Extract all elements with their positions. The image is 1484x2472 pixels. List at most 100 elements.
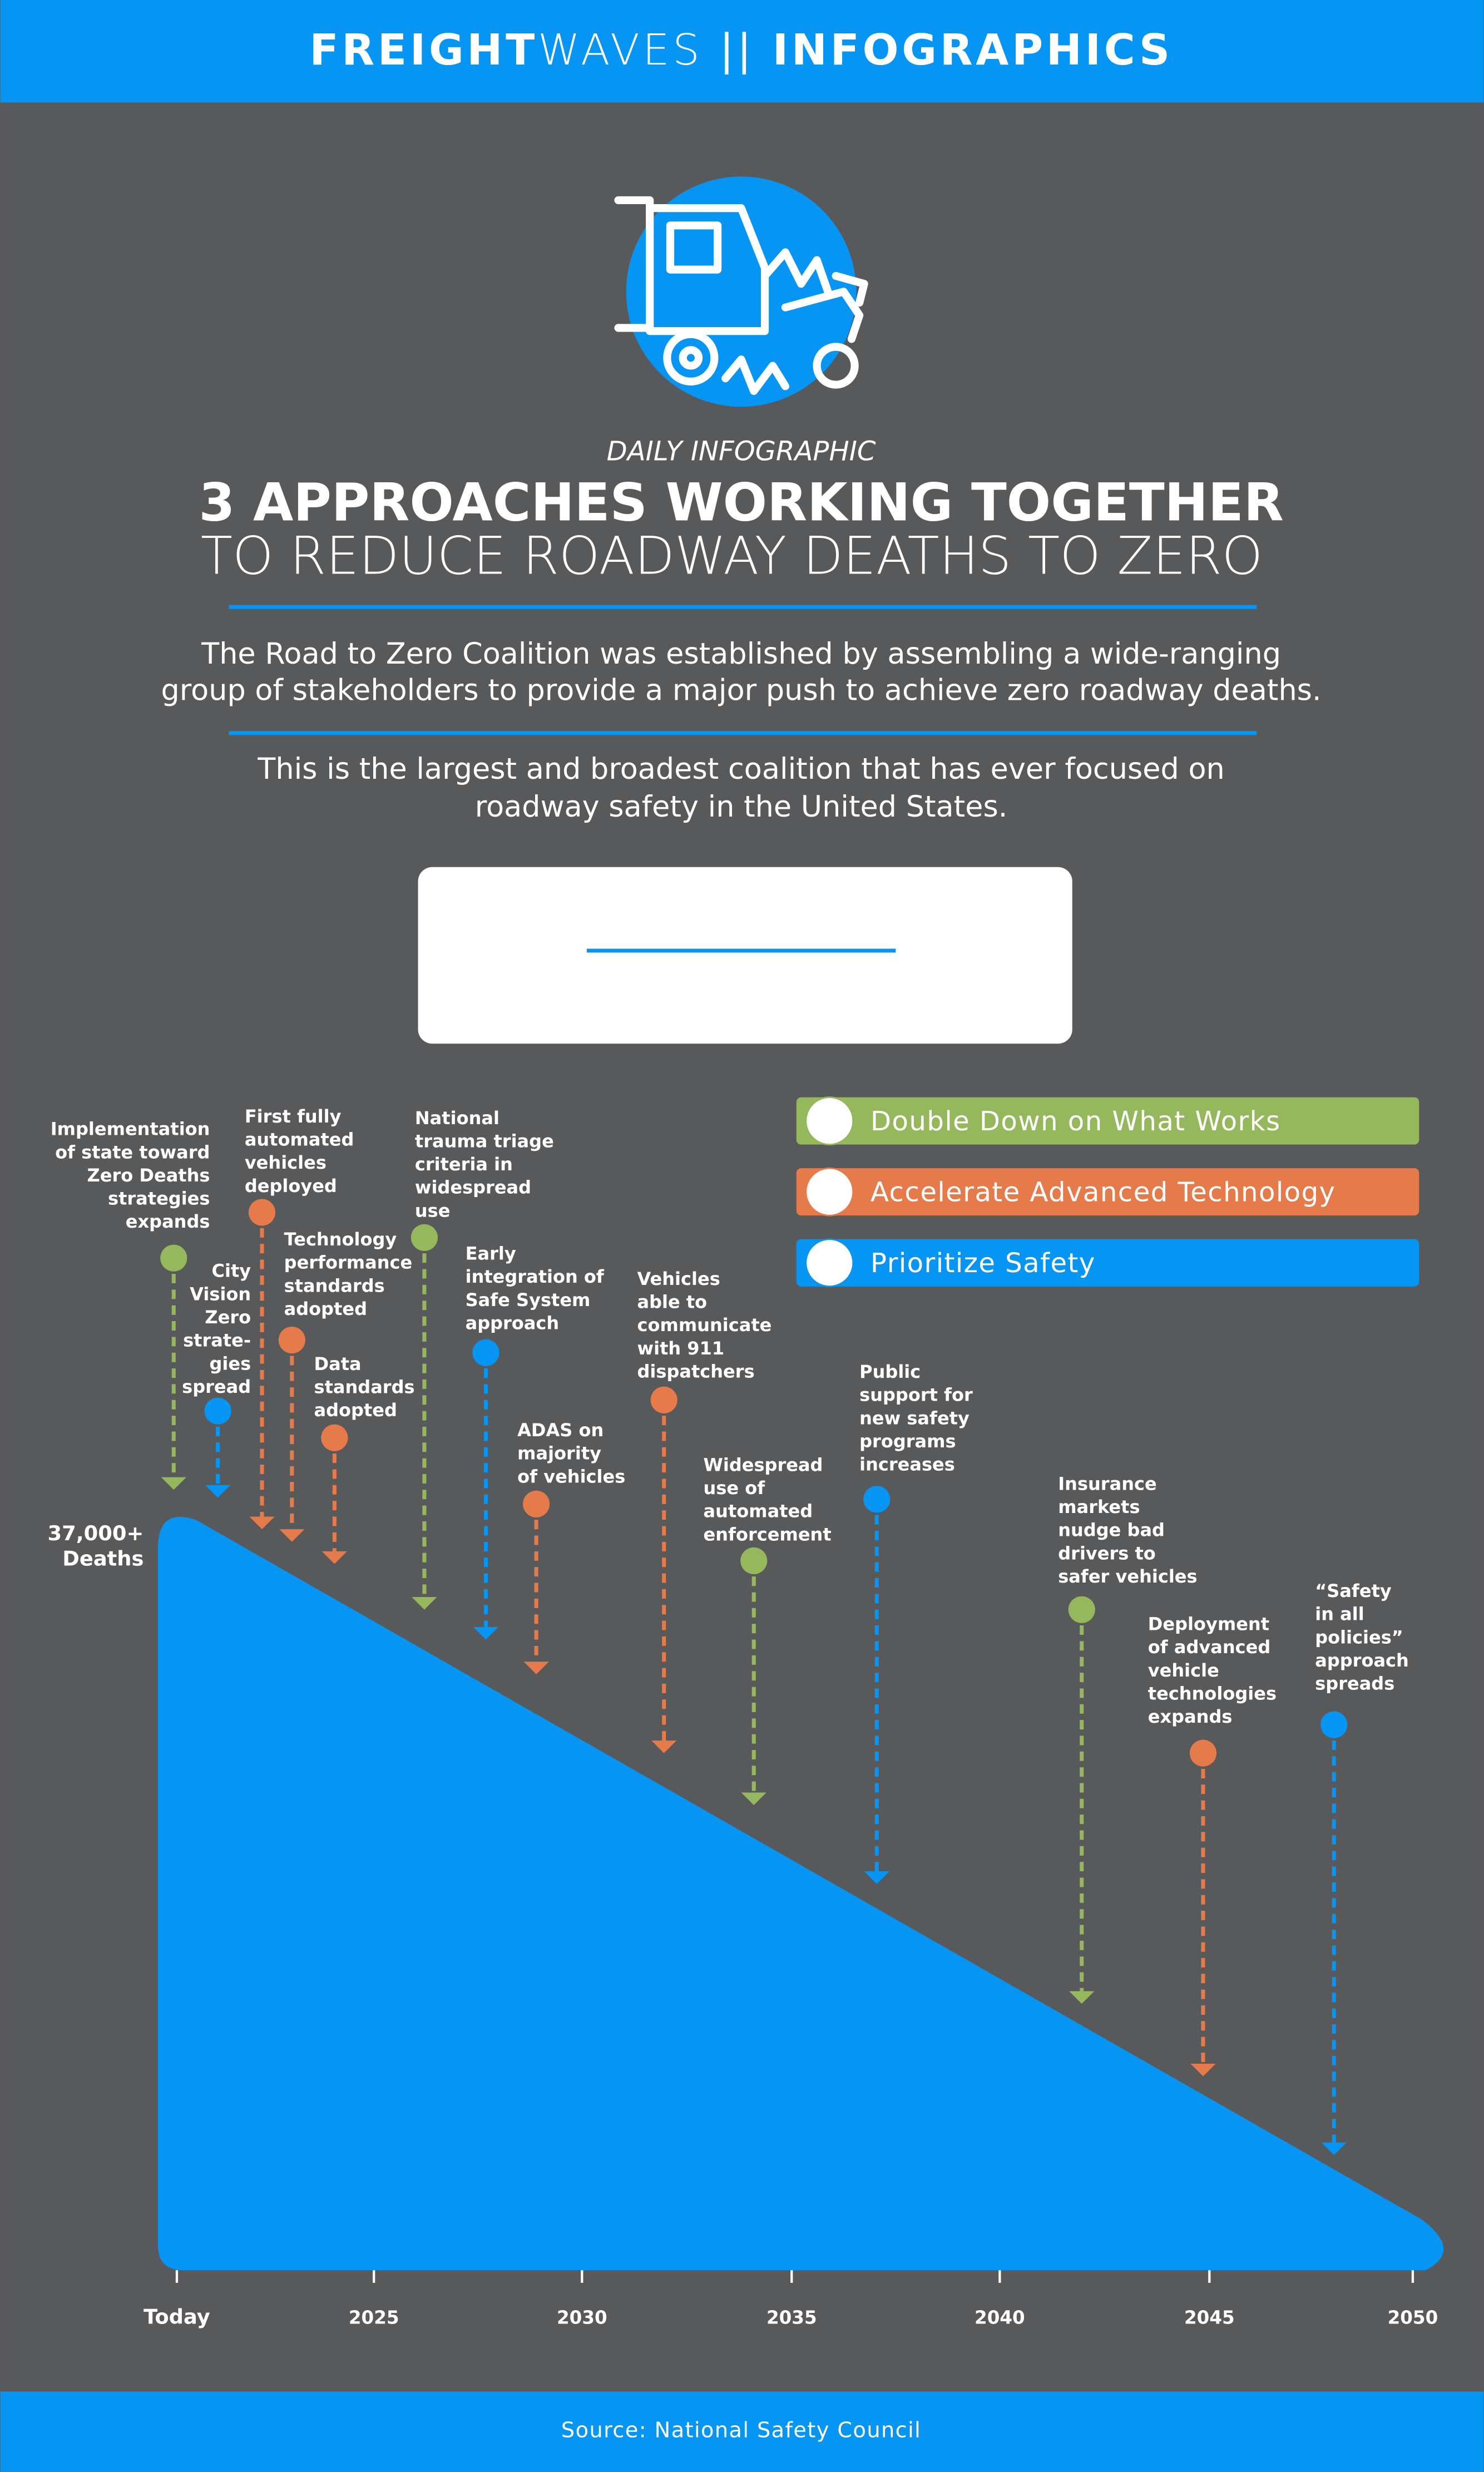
event-label: adopted: [314, 1400, 397, 1421]
event-label: widespread: [415, 1177, 531, 1198]
event-label: able to: [637, 1292, 708, 1313]
event-label: of state toward: [55, 1141, 210, 1163]
event-label: Technology: [284, 1229, 397, 1250]
legend-number: 1: [819, 1105, 840, 1141]
event-label: nudge bad: [1058, 1520, 1165, 1541]
event-label: use: [415, 1200, 451, 1221]
event-arrow: [1190, 2063, 1216, 2077]
legend-label: Accelerate Advanced Technology: [870, 1177, 1336, 1208]
event-label: enforcement: [704, 1524, 832, 1545]
event-label: Early: [466, 1243, 516, 1264]
event-dot: [204, 1397, 231, 1425]
source: Source: National Safety Council: [561, 2418, 921, 2443]
axis-label: Today: [144, 2305, 210, 2329]
kicker: DAILY INFOGRAPHIC: [607, 436, 876, 467]
event-arrow: [864, 1871, 889, 1884]
box-subtitle: WORKING TOGETHER TO REDUCE: [535, 966, 948, 995]
event-label: spread: [182, 1376, 251, 1397]
truck-icon: [614, 176, 868, 407]
axis-label: 2045: [1184, 2307, 1235, 2328]
event-label: vehicle: [1148, 1660, 1219, 1681]
brand: FREIGHTWAVES || INFOGRAPHICS: [309, 26, 1173, 75]
event-arrow: [523, 1662, 549, 1674]
axis-label: 2035: [766, 2307, 817, 2328]
event-label: Safe System: [466, 1289, 591, 1311]
event-label: support for: [859, 1385, 973, 1406]
event-label: First fully: [245, 1106, 342, 1127]
event-dot: [321, 1424, 348, 1451]
event-label: performance: [284, 1252, 413, 1273]
event-label: Vision: [190, 1283, 251, 1304]
note: This is the largest and broadest coaliti…: [257, 752, 1224, 786]
legend-label: Double Down on What Works: [870, 1106, 1281, 1137]
event-dot: [650, 1386, 677, 1413]
event-label: policies”: [1315, 1626, 1403, 1648]
event-arrow: [651, 1740, 677, 1753]
event-label: approach: [1315, 1650, 1409, 1671]
legend-number: 3: [819, 1247, 840, 1283]
event-label: City: [211, 1260, 251, 1282]
event-arrow: [321, 1551, 348, 1564]
event-arrow: [249, 1516, 275, 1530]
box-subtitle: ROADWAY DEATHS TO ZERO: [567, 993, 915, 1021]
event-label: “Safety: [1315, 1580, 1392, 1601]
legend-pill: [796, 1239, 1419, 1287]
title: 3 APPROACHES WORKING TOGETHER: [199, 472, 1284, 533]
event-dot: [1320, 1711, 1348, 1738]
event-label: spreads: [1315, 1673, 1394, 1694]
event-dot: [472, 1339, 499, 1366]
footer-bar: [0, 2391, 1484, 2472]
legend-badge: [805, 1238, 854, 1288]
event-dot: [160, 1244, 187, 1272]
legend-badge: [805, 1167, 854, 1217]
event-label: programs: [859, 1431, 956, 1452]
axis-label: 2050: [1388, 2307, 1438, 2328]
event-arrow: [473, 1626, 499, 1640]
header-bar: [0, 0, 1484, 103]
brand-part: ||: [703, 26, 755, 75]
axis-label: 2030: [557, 2307, 607, 2328]
event-label: Public: [859, 1361, 921, 1382]
event-label: standards: [284, 1275, 385, 1296]
event-arrow: [205, 1485, 231, 1498]
event-arrow: [1069, 1991, 1095, 2004]
event-label: ADAS on: [517, 1420, 604, 1441]
event-label: safer vehicles: [1058, 1566, 1197, 1587]
event-label: Insurance: [1058, 1473, 1156, 1494]
event-arrow: [741, 1792, 766, 1806]
brand-part: WAVES: [538, 26, 703, 75]
event-dot: [1068, 1596, 1095, 1623]
event-label: approach: [466, 1313, 560, 1334]
start-label: Deaths: [62, 1546, 144, 1570]
event-label: use of: [704, 1477, 766, 1499]
legend-pill: [796, 1097, 1419, 1145]
event-dot: [863, 1486, 891, 1513]
event-label: of advanced: [1148, 1637, 1270, 1658]
event-label: dispatchers: [637, 1361, 755, 1382]
event-label: Widespread: [704, 1454, 823, 1475]
legend-pill: [796, 1168, 1419, 1216]
event-arrow: [161, 1477, 186, 1490]
legend-label: Prioritize Safety: [870, 1248, 1096, 1279]
event-label: Zero: [205, 1307, 251, 1328]
event-dot: [1189, 1739, 1217, 1767]
event-dot: [523, 1490, 550, 1517]
event-label: National: [415, 1108, 499, 1129]
approaches-box: [418, 867, 1072, 1044]
event-label: Implementation: [51, 1119, 210, 1140]
event-label: Zero Deaths: [87, 1165, 210, 1186]
decline-triangle: [157, 1516, 1444, 2271]
event-label: drivers to: [1058, 1542, 1156, 1564]
event-label: of vehicles: [517, 1466, 625, 1487]
axis-label: 2040: [975, 2307, 1025, 2328]
intro: group of stakeholders to provide a major…: [161, 673, 1321, 707]
event-label: increases: [859, 1454, 955, 1475]
event-arrow: [412, 1597, 437, 1610]
legend-badge: [805, 1096, 854, 1146]
event-label: majority: [517, 1443, 601, 1464]
title: TO REDUCE ROADWAY DEATHS TO ZERO: [201, 526, 1263, 587]
box-title: 3 APPROACHES:: [542, 896, 941, 947]
intro: The Road to Zero Coalition was establish…: [201, 637, 1281, 671]
event-label: in all: [1315, 1604, 1364, 1625]
event-label: Data: [314, 1353, 362, 1375]
